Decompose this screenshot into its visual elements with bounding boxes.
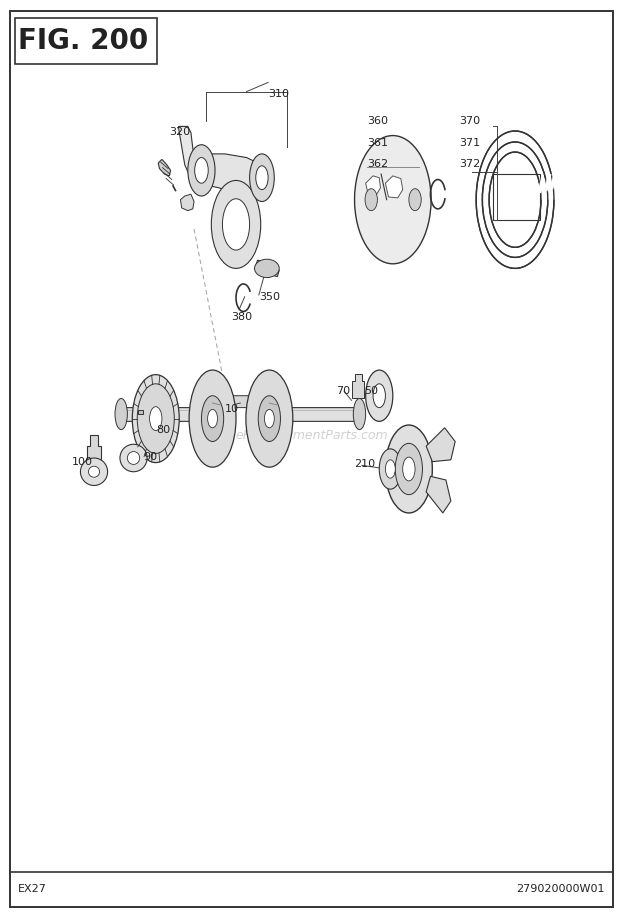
Ellipse shape — [246, 370, 293, 467]
Ellipse shape — [379, 449, 402, 489]
Text: 371: 371 — [459, 138, 481, 148]
Polygon shape — [366, 176, 381, 195]
Polygon shape — [386, 176, 403, 198]
Ellipse shape — [132, 375, 179, 463]
Text: 70: 70 — [336, 386, 350, 396]
Ellipse shape — [81, 458, 108, 485]
Ellipse shape — [256, 166, 268, 190]
Text: 380: 380 — [231, 312, 252, 322]
Ellipse shape — [250, 154, 274, 202]
Ellipse shape — [137, 384, 174, 453]
Polygon shape — [352, 374, 365, 398]
Polygon shape — [179, 126, 200, 183]
Polygon shape — [268, 408, 360, 421]
Ellipse shape — [188, 145, 215, 196]
Ellipse shape — [89, 466, 100, 477]
Polygon shape — [426, 428, 455, 462]
Text: eReplacementParts.com: eReplacementParts.com — [235, 429, 388, 442]
Polygon shape — [255, 260, 279, 277]
Ellipse shape — [211, 180, 260, 268]
Text: 80: 80 — [156, 425, 170, 435]
Text: 90: 90 — [143, 452, 157, 462]
Ellipse shape — [127, 452, 140, 464]
Polygon shape — [158, 159, 170, 176]
Text: EX27: EX27 — [18, 884, 47, 893]
Polygon shape — [426, 476, 451, 513]
Text: 279020000W01: 279020000W01 — [516, 884, 604, 893]
Ellipse shape — [403, 457, 415, 481]
Ellipse shape — [365, 189, 378, 211]
Text: 50: 50 — [364, 386, 378, 396]
FancyBboxPatch shape — [15, 18, 157, 64]
Ellipse shape — [264, 409, 274, 428]
Ellipse shape — [120, 444, 147, 472]
Ellipse shape — [396, 443, 422, 495]
Ellipse shape — [355, 136, 431, 264]
Ellipse shape — [149, 407, 162, 431]
Text: 372: 372 — [459, 159, 481, 169]
Polygon shape — [118, 408, 214, 421]
Text: 10: 10 — [225, 404, 239, 414]
Text: 362: 362 — [367, 159, 388, 169]
Text: 320: 320 — [169, 127, 190, 137]
Bar — [494, 174, 540, 220]
Ellipse shape — [373, 384, 386, 408]
Ellipse shape — [255, 259, 279, 278]
Ellipse shape — [202, 396, 224, 442]
Ellipse shape — [115, 398, 127, 430]
Text: 350: 350 — [259, 292, 280, 302]
Polygon shape — [191, 169, 211, 185]
Text: 100: 100 — [72, 457, 93, 467]
Polygon shape — [219, 396, 264, 408]
Ellipse shape — [366, 370, 393, 421]
Polygon shape — [202, 154, 268, 194]
Polygon shape — [180, 194, 194, 211]
Polygon shape — [87, 435, 101, 460]
FancyBboxPatch shape — [10, 11, 613, 907]
Text: FIG. 200: FIG. 200 — [18, 27, 148, 55]
Polygon shape — [138, 410, 143, 414]
Ellipse shape — [386, 425, 432, 513]
Ellipse shape — [208, 409, 218, 428]
Ellipse shape — [353, 398, 366, 430]
Ellipse shape — [386, 460, 396, 478]
Ellipse shape — [409, 189, 421, 211]
Ellipse shape — [195, 158, 208, 183]
Ellipse shape — [259, 396, 280, 442]
Ellipse shape — [223, 199, 250, 250]
Text: 210: 210 — [355, 459, 376, 469]
Ellipse shape — [189, 370, 236, 467]
Text: 361: 361 — [367, 138, 388, 148]
Text: 310: 310 — [268, 89, 289, 99]
Text: 360: 360 — [367, 116, 388, 126]
Text: 370: 370 — [459, 116, 481, 126]
